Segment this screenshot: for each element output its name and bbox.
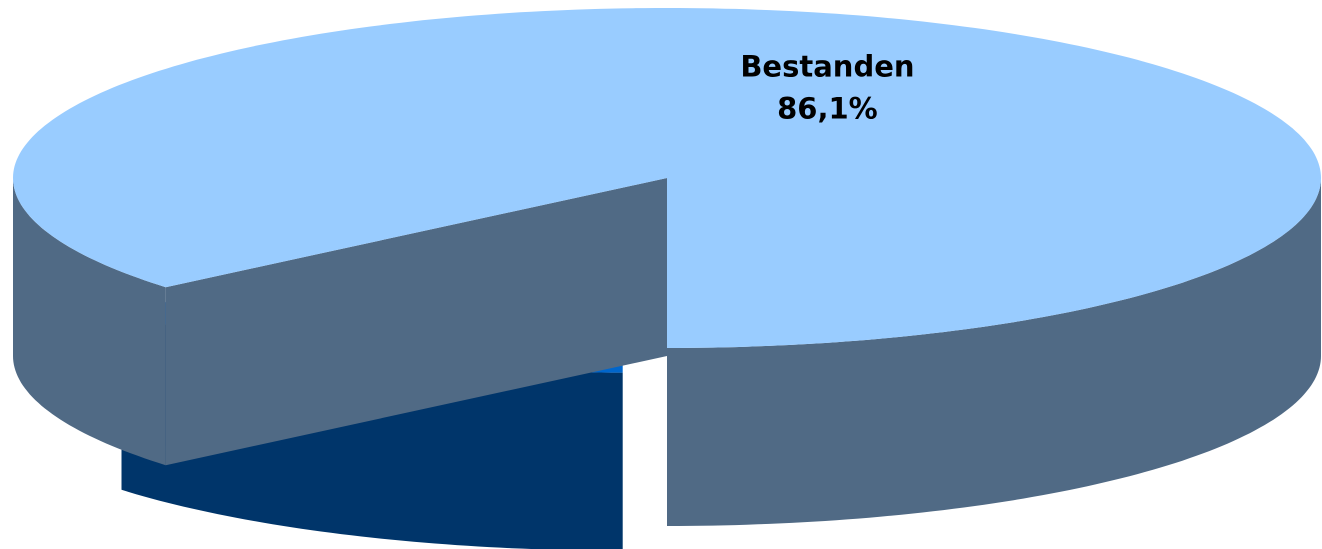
slice-top <box>13 8 1321 348</box>
slice-wall <box>667 178 1321 526</box>
slice-label: Bestanden <box>740 50 914 84</box>
slice <box>13 8 1321 526</box>
slice-value-label: 86,1% <box>777 92 878 126</box>
slice-wall <box>13 178 166 466</box>
slice-side <box>165 178 667 466</box>
